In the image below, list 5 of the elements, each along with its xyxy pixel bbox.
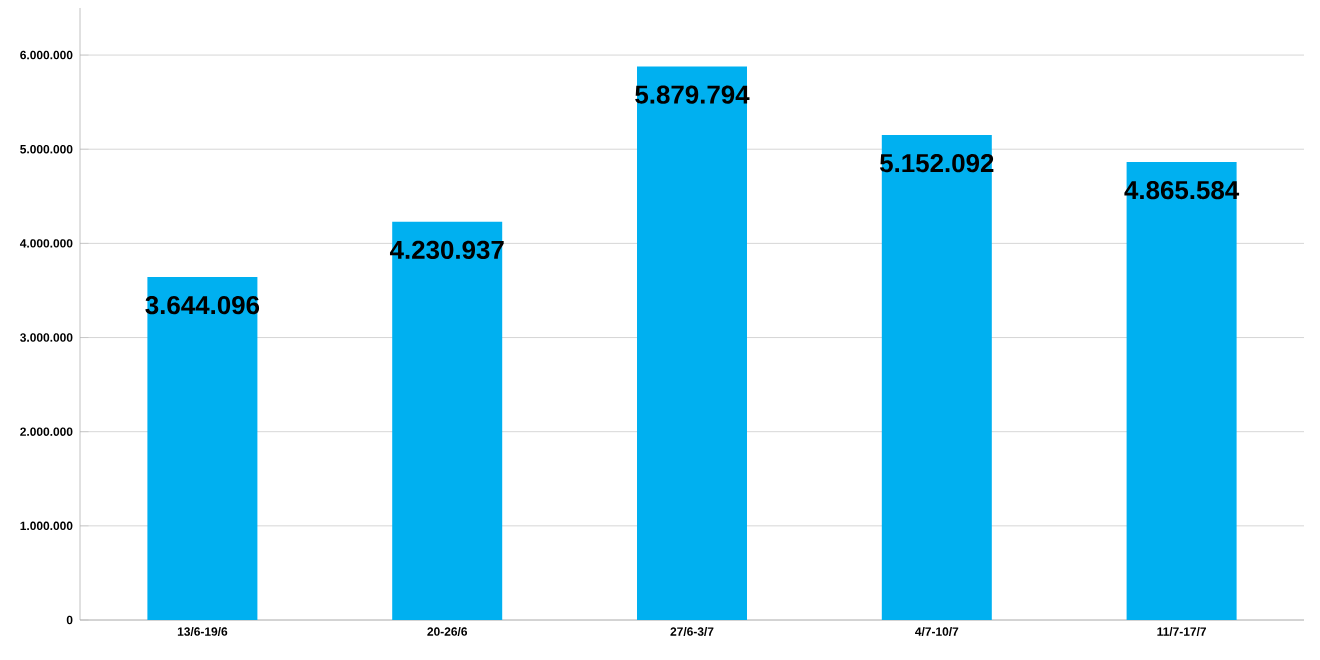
bar	[1126, 161, 1237, 620]
bar	[637, 66, 747, 620]
bar	[881, 134, 992, 620]
bar	[392, 221, 503, 620]
bar	[147, 276, 258, 620]
